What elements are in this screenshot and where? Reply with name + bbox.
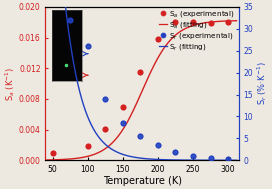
Point <box>173 151 178 154</box>
Point <box>226 21 230 24</box>
Point <box>85 45 90 48</box>
Point <box>138 71 143 74</box>
Legend: S$_a$ (experimental), S$_a$ (fitting), S$_r$ (experimental), S$_r$ (fitting): S$_a$ (experimental), S$_a$ (fitting), S… <box>159 9 235 52</box>
Y-axis label: S$_r$ (%·K$^{-1}$): S$_r$ (%·K$^{-1}$) <box>255 62 268 105</box>
Point <box>120 122 125 125</box>
Point <box>85 144 90 147</box>
Point <box>156 143 160 146</box>
Point <box>68 19 72 22</box>
X-axis label: Temperature (K): Temperature (K) <box>103 176 182 186</box>
Point <box>226 158 230 161</box>
Point <box>138 135 143 138</box>
Point <box>103 98 107 101</box>
Point <box>173 20 178 23</box>
Point <box>120 105 125 108</box>
Point <box>191 154 195 157</box>
Point <box>191 20 195 23</box>
Point <box>103 127 107 130</box>
Y-axis label: S$_a$ (K$^{-1}$): S$_a$ (K$^{-1}$) <box>4 67 17 101</box>
Point <box>208 22 213 25</box>
Point <box>208 156 213 160</box>
Point <box>156 38 160 41</box>
Point <box>50 152 55 155</box>
